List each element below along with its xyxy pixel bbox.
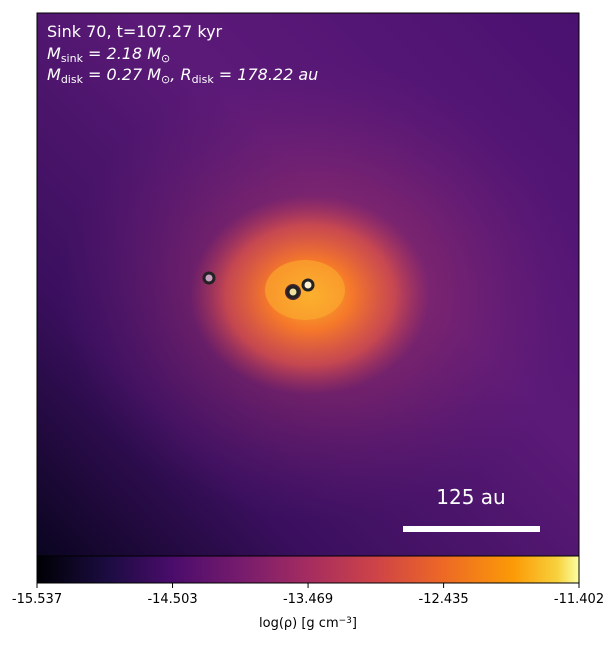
sink: [286, 285, 300, 299]
tick-label: -11.402: [554, 592, 604, 607]
tick-label: -14.503: [147, 592, 197, 607]
text-segment: M: [47, 65, 61, 84]
text-segment: log(ρ) [g cm: [259, 616, 339, 631]
tick-label: -13.469: [283, 592, 333, 607]
sink: [301, 278, 315, 292]
text-segment: disk: [61, 73, 84, 86]
text-segment: , R: [170, 65, 191, 84]
tick-label: -15.537: [12, 592, 62, 607]
tick-label: -12.435: [419, 592, 469, 607]
annotation: Sink 70, t=107.27 kyr: [47, 22, 223, 41]
scale-bar: [403, 526, 540, 532]
text-segment: disk: [192, 73, 215, 86]
text-segment: M: [47, 44, 61, 63]
annotation: Mdisk = 0.27 M⊙, Rdisk = 178.22 au: [47, 65, 318, 86]
text-segment: −3: [339, 616, 352, 626]
colorbar: [36, 555, 580, 584]
scale-bar-label: 125 au: [436, 485, 505, 509]
text-segment: ]: [352, 616, 357, 631]
colorbar-ticks: -15.537 -14.503 -13.469 -12.435 -11.402: [12, 583, 604, 607]
sink: [202, 271, 216, 285]
text-segment: = 2.18 M: [83, 44, 161, 63]
density-map: [37, 13, 579, 556]
text-segment: = 178.22 au: [214, 65, 319, 84]
text-segment: = 0.27 M: [83, 65, 161, 84]
sinks: [202, 271, 315, 299]
text-segment: sink: [61, 52, 84, 65]
annotation: Msink = 2.18 M⊙: [47, 44, 170, 65]
text-segment: ⊙: [161, 52, 170, 65]
colorbar-label: log(ρ) [g cm−3]: [259, 616, 357, 631]
text-segment: ⊙: [161, 73, 170, 86]
